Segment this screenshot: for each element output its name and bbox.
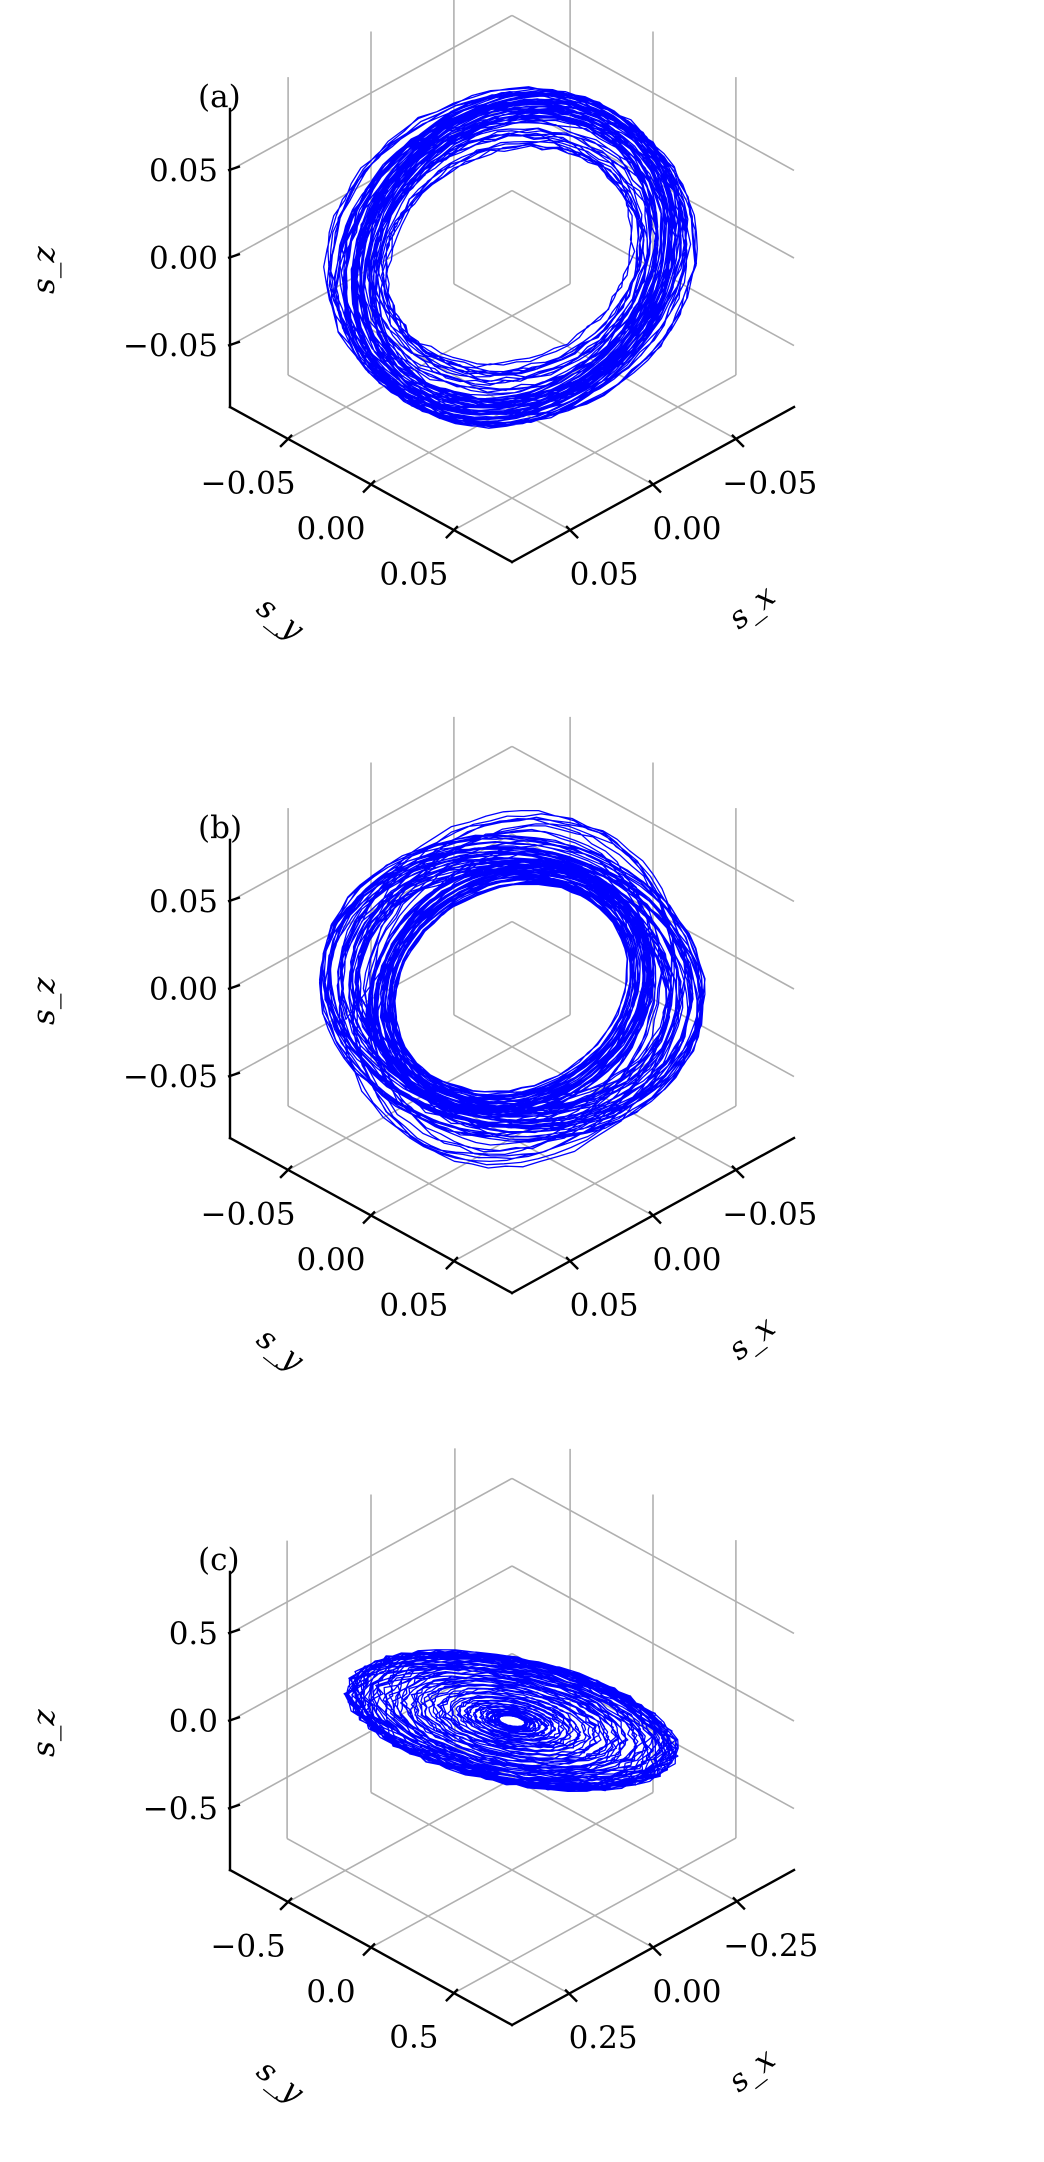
z-tick-label: 0.00: [149, 241, 218, 277]
trajectory-line: [343, 1649, 679, 1792]
x-tick-mark: [732, 1896, 746, 1911]
x-tick-label: 0.00: [652, 1242, 721, 1278]
x-tick-mark: [565, 525, 579, 539]
x-tick-mark: [648, 1942, 662, 1957]
x-tick-label: 0.05: [570, 557, 639, 593]
axes: [227, 107, 796, 564]
x-tick-mark: [565, 1256, 579, 1270]
x-tick-mark: [731, 434, 745, 448]
z-tick-mark: [227, 983, 241, 991]
grid-lines: [229, 716, 795, 1262]
y-tick-mark: [362, 1942, 376, 1957]
z-tick-label: −0.05: [123, 1059, 218, 1095]
x-tick-label: −0.05: [722, 1196, 817, 1232]
x-tick-label: −0.05: [722, 465, 817, 501]
z-tick-label: 0.05: [149, 153, 218, 189]
y-tick-label: 0.00: [296, 1242, 365, 1278]
z-tick-mark: [227, 1628, 241, 1635]
y-tick-mark: [362, 1210, 376, 1225]
grid-lines: [229, 0, 795, 531]
z-axis-title: s_z: [26, 977, 62, 1025]
grid-line: [370, 1791, 654, 1949]
x-tick-label: 0.00: [652, 511, 721, 547]
z-tick-mark: [227, 340, 241, 347]
grid-line: [453, 1837, 737, 1994]
y-tick-label: 0.05: [379, 1288, 448, 1324]
x-tick-label: 0.25: [569, 2020, 638, 2056]
x-tick-label: −0.25: [723, 1928, 818, 1964]
z-tick-label: 0.05: [149, 884, 218, 920]
y-tick-label: −0.05: [201, 1196, 296, 1232]
x-axis-title: s_x: [721, 2041, 782, 2100]
y-tick-label: 0.0: [306, 1974, 355, 2010]
x-tick-mark: [564, 1988, 578, 2003]
x-tick-mark: [731, 1165, 745, 1179]
grid-line: [453, 1105, 737, 1262]
axes: [227, 838, 796, 1295]
y-tick-mark: [362, 479, 376, 494]
grid-line: [453, 374, 737, 531]
grid-line: [511, 1565, 795, 1722]
trajectory-line: [318, 809, 706, 1169]
grid-line: [229, 745, 513, 903]
x-axis-title: s_x: [721, 578, 782, 637]
y-tick-label: 0.00: [296, 511, 365, 547]
y-tick-label: 0.5: [389, 2020, 438, 2056]
x-tick-mark: [648, 1210, 662, 1225]
grid-line: [370, 1059, 654, 1217]
panel-label-c: (c): [198, 1542, 240, 1578]
y-axis-title: s_y: [250, 2052, 311, 2111]
axes: [227, 1570, 796, 2027]
z-axis-title: s_z: [26, 246, 62, 294]
y-tick-label: −0.5: [210, 1928, 285, 1964]
grid-line: [511, 1477, 795, 1635]
z-tick-mark: [227, 1071, 241, 1078]
y-tick-mark: [279, 1897, 293, 1911]
y-tick-mark: [445, 525, 459, 539]
x-tick-label: 0.00: [652, 1974, 721, 2010]
y-axis-title: s_y: [250, 1320, 311, 1379]
grid-line: [511, 745, 795, 903]
y-tick-mark: [445, 1988, 459, 2002]
grid-line: [229, 1652, 513, 1810]
z-tick-mark: [227, 1715, 241, 1723]
z-tick-mark: [227, 165, 241, 172]
x-tick-mark: [648, 479, 662, 494]
y-tick-mark: [279, 434, 293, 448]
grid-lines: [229, 1448, 795, 1995]
z-tick-mark: [227, 252, 241, 260]
grid-line: [229, 14, 513, 172]
z-tick-label: 0.5: [169, 1616, 218, 1652]
z-tick-label: −0.5: [143, 1791, 218, 1827]
y-tick-mark: [279, 1165, 293, 1179]
z-tick-label: 0.00: [149, 972, 218, 1008]
y-tick-mark: [445, 1256, 459, 1270]
x-tick-label: 0.05: [570, 1288, 639, 1324]
grid-line: [229, 1565, 513, 1722]
z-tick-mark: [227, 1803, 241, 1810]
z-axis-title: s_z: [26, 1709, 62, 1757]
panel-label-a: (a): [198, 79, 241, 115]
panel-c: (c) s_x s_y s_z −0.250.00 0.25 −0.5 0.0 0.5 −…: [26, 1448, 818, 2111]
z-tick-mark: [227, 896, 241, 903]
y-tick-label: 0.05: [379, 557, 448, 593]
z-tick-label: −0.05: [123, 328, 218, 364]
grid-line: [229, 1477, 513, 1635]
grid-line: [511, 14, 795, 172]
panel-b: (b) s_x s_y s_z −0.050.000.05−0.050.000.…: [26, 716, 817, 1379]
z-tick-label: 0.0: [169, 1704, 218, 1740]
panel-label-b: (b): [198, 810, 242, 846]
x-axis-title: s_x: [721, 1309, 782, 1368]
trajectory-line: [323, 86, 698, 429]
y-tick-label: −0.05: [201, 465, 296, 501]
grid-line: [511, 920, 795, 1078]
panel-a: (a) s_x s_y s_z −0.050.000.05−0.050.000.…: [26, 0, 817, 648]
y-axis-title: s_y: [250, 589, 311, 648]
